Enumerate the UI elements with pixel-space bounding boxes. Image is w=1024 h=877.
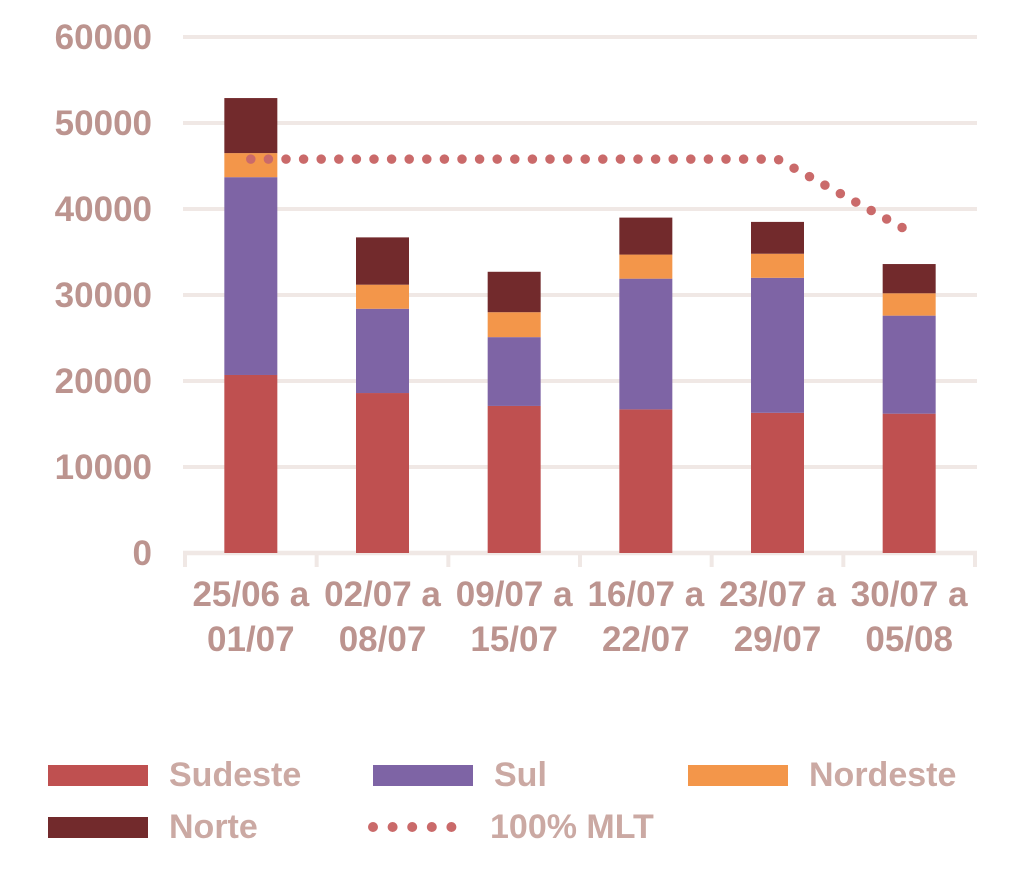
bar-segment-norte [882,264,936,294]
legend-label-mlt: 100% MLT [490,807,654,846]
legend-label-nordeste: Nordeste [809,755,957,794]
bar-segment-nordeste [882,293,936,316]
bar-segment-nordeste [619,254,673,279]
y-tick-label: 50000 [55,104,152,143]
nordeste-swatch-icon [688,764,788,786]
y-tick-label: 0 [133,534,152,573]
mlt-dotted-swatch-icon [368,822,476,832]
x-tick-label-line1: 23/07 a [719,575,836,614]
legend-label-sul: Sul [494,755,547,794]
sul-swatch-icon [373,764,473,786]
y-tick-label: 60000 [55,18,152,57]
bar-segment-sudeste [356,393,409,553]
bar-segment-sudeste [882,413,936,553]
bar-segment-sudeste [224,374,278,553]
x-tick-label-line2: 29/07 [734,620,822,659]
y-tick-label: 10000 [55,448,152,487]
legend-item-sul: Sul [373,755,547,795]
legend-item-mlt: 100% MLT [367,807,654,847]
x-tick-label-line2: 05/08 [865,620,953,659]
x-tick-label-line2: 01/07 [207,620,295,659]
x-tick-label-line1: 02/07 a [324,575,441,614]
bar-segment-norte [224,98,278,154]
legend-label-sudeste: Sudeste [169,755,302,794]
mlt-dotted-line [246,154,914,237]
x-tick-label-line1: 25/06 a [192,575,309,614]
bar-segment-sul [356,308,409,394]
legend-item-sudeste: Sudeste [48,755,301,795]
sudeste-swatch-icon [48,764,148,786]
x-tick-label-line2: 08/07 [339,620,427,659]
bar-segment-norte [356,237,409,285]
bar-segment-norte [751,221,804,254]
legend-label-norte: Norte [169,807,258,846]
x-tick-label-line1: 30/07 a [851,575,968,614]
y-tick-label: 40000 [55,190,152,229]
norte-swatch-icon [48,816,148,838]
bar-segment-norte [619,217,673,255]
bar-segment-sul [882,315,936,414]
x-tick-label-line2: 22/07 [602,620,690,659]
bar-segment-norte [487,271,541,313]
x-tick-label-line2: 15/07 [470,620,558,659]
legend-item-nordeste: Nordeste [688,755,956,795]
bar-segment-sul [751,277,804,413]
bar-segment-nordeste [356,284,409,309]
y-tick-label: 20000 [55,362,152,401]
x-tick-label-line1: 16/07 a [587,575,704,614]
bar-segment-nordeste [751,253,804,278]
stacked-bar-chart: 0 10000 20000 30000 40000 50000 60000 25/06 a 01… [55,18,977,659]
bar-segment-nordeste [487,312,541,338]
x-tick-label-line1: 09/07 a [456,575,573,614]
y-tick-label: 30000 [55,276,152,315]
legend-item-norte: Norte [48,807,258,847]
bar-segment-sul [619,278,673,410]
bar-segment-sudeste [751,412,804,553]
bar-segment-sudeste [487,405,541,553]
bar-segment-sudeste [619,409,673,553]
bar-segment-sul [224,177,278,375]
bar-segment-sul [487,337,541,406]
